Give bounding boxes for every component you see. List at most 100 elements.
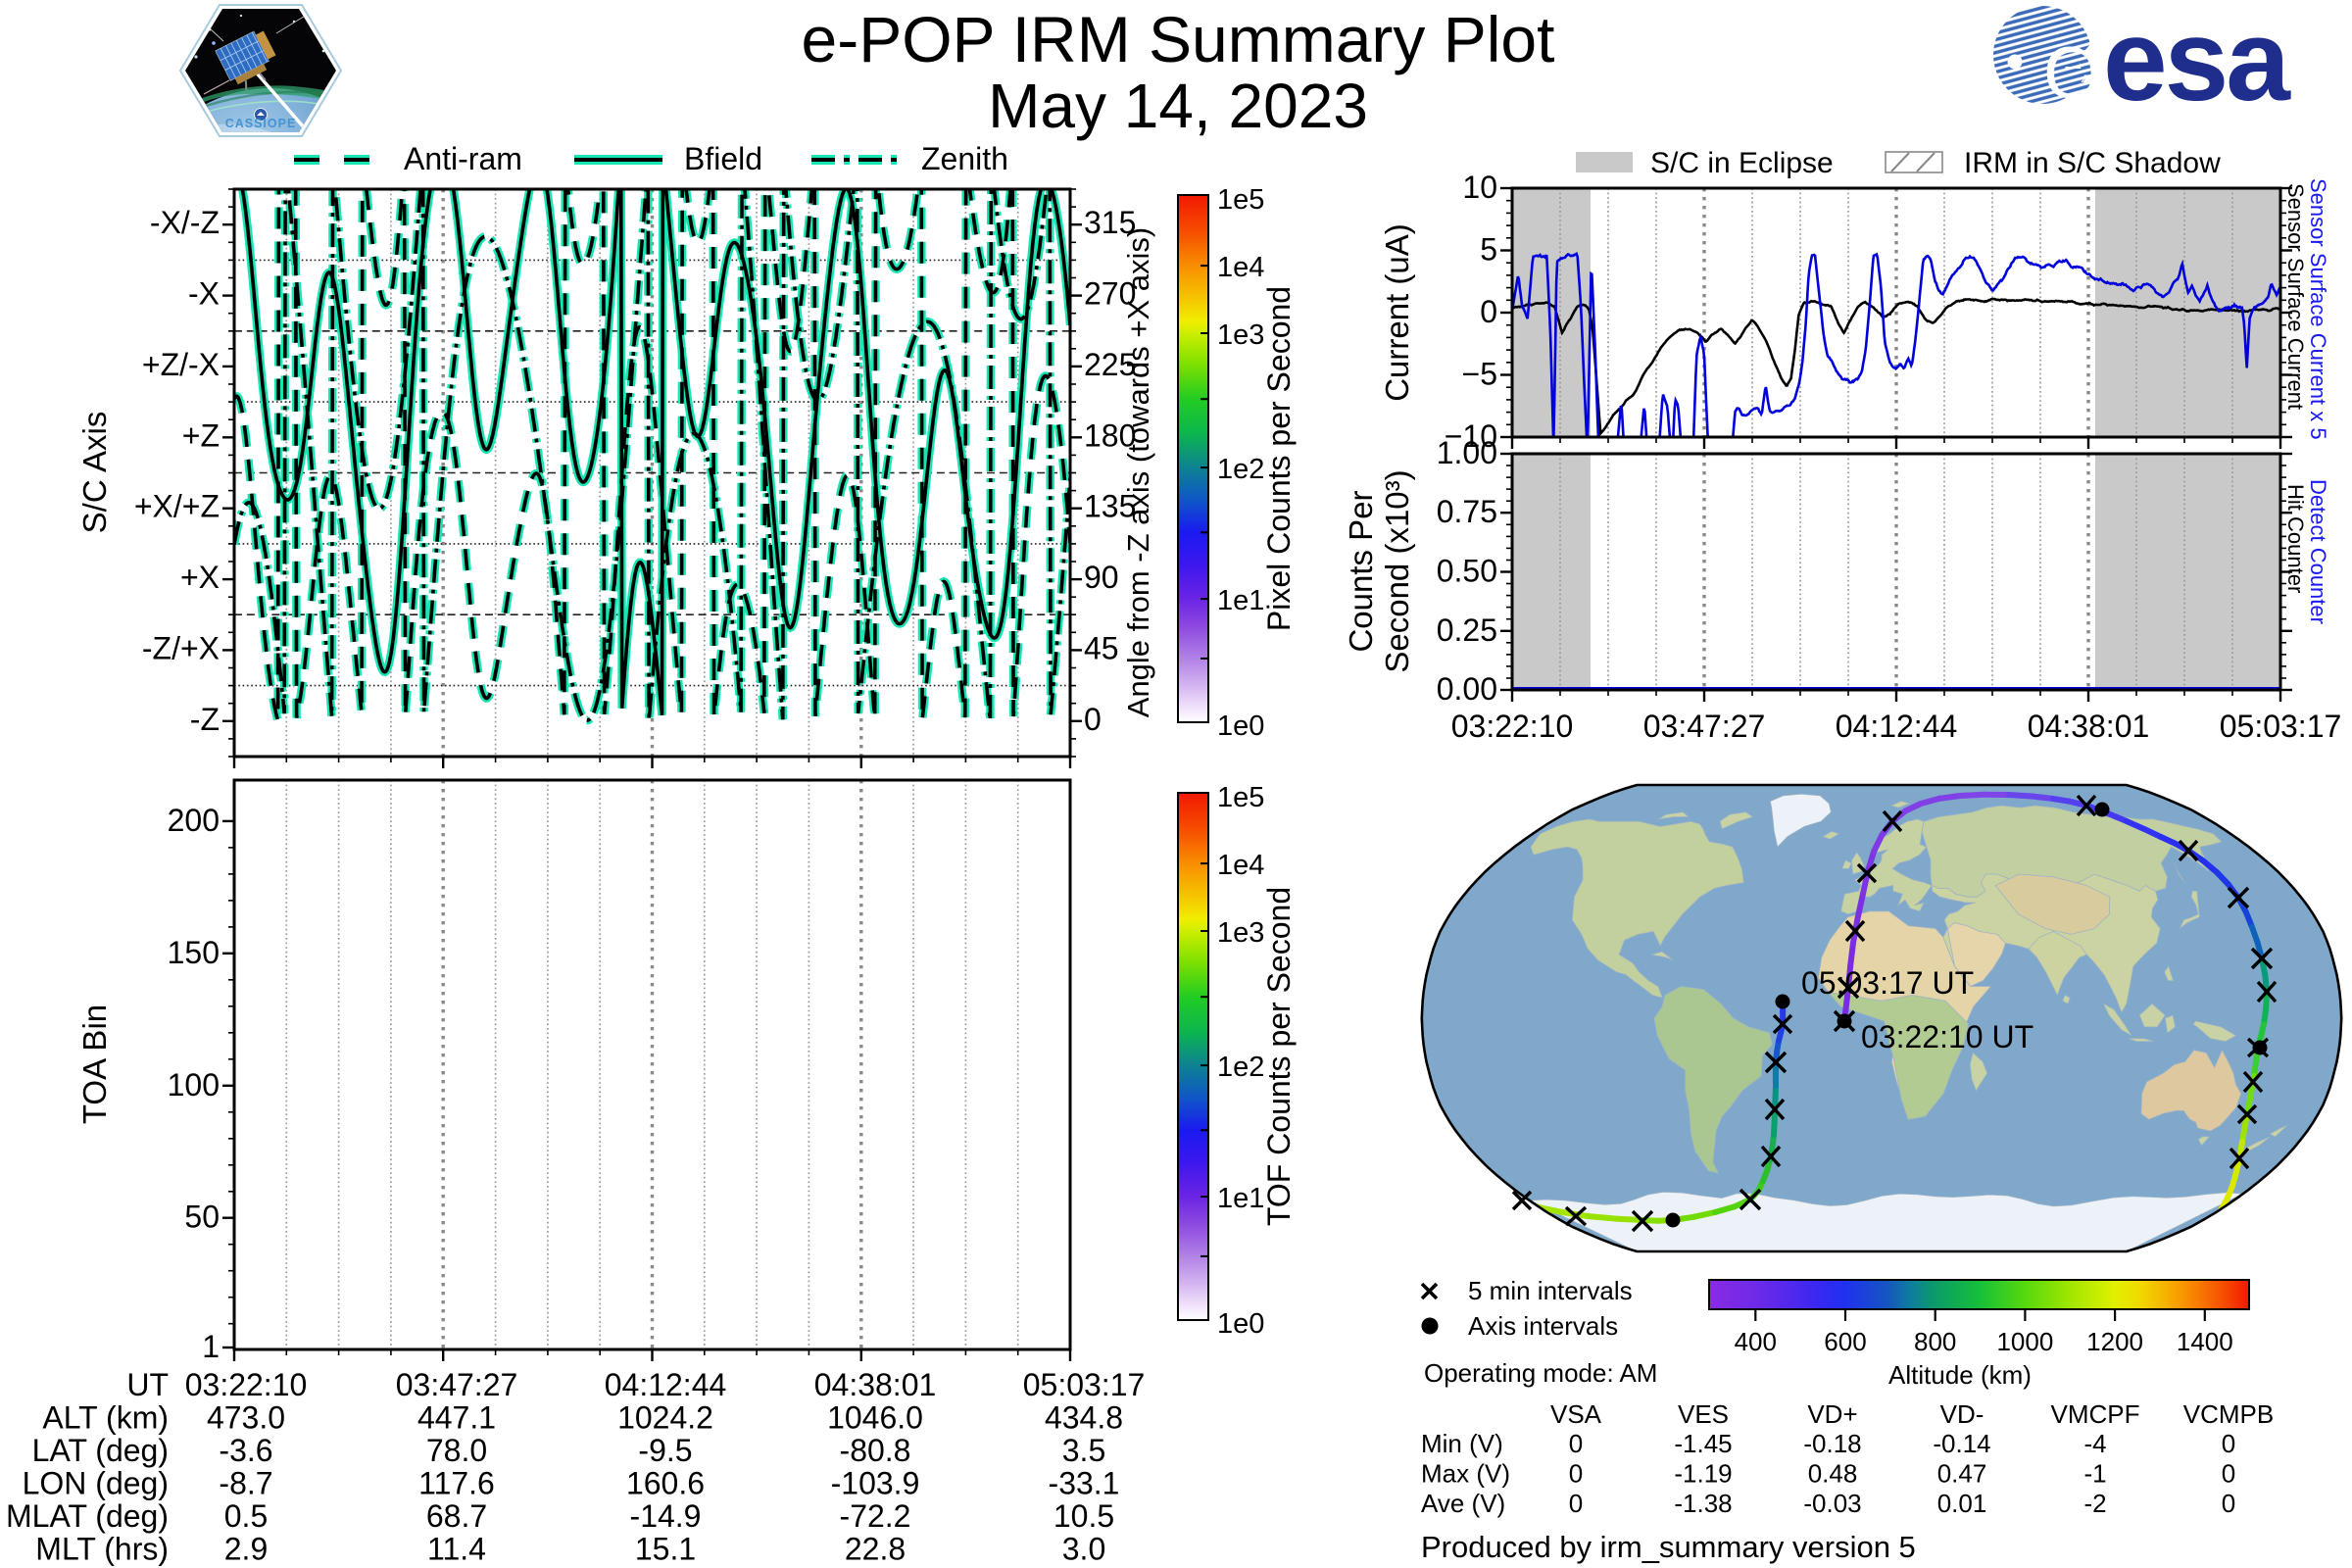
svg-text:1e2: 1e2 (1217, 454, 1264, 485)
svg-text:+X: +X (180, 560, 220, 595)
svg-text:-Z/+X: -Z/+X (142, 630, 220, 665)
svg-text:0: 0 (1569, 1489, 1583, 1518)
svg-text:Sensor Surface Current: Sensor Surface Current (2283, 183, 2308, 410)
svg-text:VD+: VD+ (1807, 1399, 1857, 1429)
svg-text:0: 0 (1569, 1429, 1583, 1458)
svg-text:1e3: 1e3 (1217, 917, 1264, 949)
svg-text:1.00: 1.00 (1437, 435, 1497, 470)
svg-text:1e0: 1e0 (1217, 710, 1264, 742)
svg-text:04:12:44: 04:12:44 (1836, 709, 1958, 744)
svg-text:03:22:10: 03:22:10 (1451, 709, 1574, 744)
svg-text:1046.0: 1046.0 (827, 1400, 923, 1436)
svg-text:-8.7: -8.7 (219, 1466, 272, 1501)
svg-text:1e0: 1e0 (1217, 1308, 1264, 1340)
svg-text:447.1: 447.1 (417, 1400, 496, 1436)
svg-text:LON (deg): LON (deg) (23, 1466, 169, 1501)
svg-text:05:03:17: 05:03:17 (1023, 1367, 1146, 1402)
svg-text:03:22:10: 03:22:10 (185, 1367, 308, 1402)
svg-text:11.4: 11.4 (427, 1532, 486, 1567)
svg-text:Produced by irm_summary versio: Produced by irm_summary version 5 (1421, 1530, 1916, 1564)
svg-text:S/C Axis: S/C Axis (76, 412, 113, 534)
svg-text:04:38:01: 04:38:01 (2028, 709, 2150, 744)
svg-text:04:38:01: 04:38:01 (814, 1367, 937, 1402)
svg-text:-1.45: -1.45 (1674, 1429, 1732, 1458)
svg-text:-103.9: -103.9 (831, 1466, 920, 1501)
svg-text:-14.9: -14.9 (630, 1498, 702, 1534)
svg-text:1200: 1200 (2086, 1327, 2143, 1356)
svg-text:150: 150 (168, 935, 220, 970)
svg-text:VCMPB: VCMPB (2183, 1399, 2274, 1429)
svg-text:-1: -1 (2083, 1459, 2106, 1489)
svg-text:CASSIOPE: CASSIOPE (225, 117, 297, 130)
svg-text:Ave (V): Ave (V) (1421, 1489, 1505, 1518)
svg-text:68.7: 68.7 (426, 1498, 487, 1534)
svg-text:1e5: 1e5 (1217, 184, 1264, 216)
svg-text:1e1: 1e1 (1217, 585, 1264, 616)
svg-text:180: 180 (1084, 417, 1136, 453)
svg-text:-1.38: -1.38 (1674, 1489, 1732, 1518)
svg-text:e: e (2043, 13, 2095, 118)
svg-text:TOA Bin: TOA Bin (76, 1004, 113, 1124)
svg-text:Hit Counter: Hit Counter (2283, 484, 2308, 593)
svg-text:0: 0 (2222, 1489, 2235, 1518)
svg-text:ALT (km): ALT (km) (42, 1400, 169, 1436)
svg-text:0.50: 0.50 (1437, 554, 1497, 589)
svg-text:Anti-ram: Anti-ram (404, 141, 522, 176)
svg-text:-X: -X (188, 276, 220, 312)
svg-text:e: e (2051, 24, 2093, 110)
svg-text:-2: -2 (2083, 1489, 2106, 1518)
svg-text:3.5: 3.5 (1062, 1433, 1105, 1468)
svg-text:1e4: 1e4 (1217, 252, 1264, 283)
svg-text:IRM in S/C Shadow: IRM in S/C Shadow (1964, 147, 2221, 179)
svg-text:0.47: 0.47 (1937, 1459, 1987, 1489)
svg-text:0: 0 (1084, 702, 1102, 737)
svg-text:100: 100 (168, 1067, 220, 1102)
svg-text:1e5: 1e5 (1217, 782, 1264, 813)
svg-text:03:47:27: 03:47:27 (1643, 709, 1766, 744)
svg-text:Min (V): Min (V) (1421, 1429, 1503, 1458)
svg-text:UT: UT (126, 1367, 169, 1402)
svg-text:315: 315 (1084, 205, 1136, 240)
svg-text:-80.8: -80.8 (840, 1433, 911, 1468)
svg-text:-0.14: -0.14 (1933, 1429, 1990, 1458)
svg-text:50: 50 (184, 1200, 220, 1235)
svg-text:Axis intervals: Axis intervals (1468, 1311, 1618, 1341)
svg-text:78.0: 78.0 (426, 1433, 487, 1468)
svg-text:-33.1: -33.1 (1049, 1466, 1120, 1501)
svg-text:-0.18: -0.18 (1803, 1429, 1861, 1458)
svg-text:2.9: 2.9 (224, 1532, 268, 1567)
svg-text:1: 1 (202, 1329, 220, 1364)
svg-text:+Z/-X: +Z/-X (142, 347, 220, 382)
svg-text:10.5: 10.5 (1054, 1498, 1114, 1534)
svg-text:0.5: 0.5 (224, 1498, 268, 1534)
svg-text:04:12:44: 04:12:44 (605, 1367, 727, 1402)
svg-text:90: 90 (1084, 560, 1119, 595)
svg-text:05:03:17: 05:03:17 (2220, 709, 2342, 744)
svg-text:VMCPF: VMCPF (2051, 1399, 2140, 1429)
svg-text:LAT (deg): LAT (deg) (32, 1433, 169, 1468)
svg-text:Counts Per: Counts Per (1343, 490, 1379, 652)
svg-text:S/C in Eclipse: S/C in Eclipse (1650, 147, 1834, 179)
svg-text:15.1: 15.1 (635, 1532, 696, 1567)
svg-text:VD-: VD- (1940, 1399, 1984, 1429)
svg-text:Second (x10³): Second (x10³) (1379, 469, 1415, 672)
svg-text:473.0: 473.0 (207, 1400, 285, 1436)
svg-text:5 min intervals: 5 min intervals (1468, 1276, 1633, 1305)
svg-text:03:47:27: 03:47:27 (396, 1367, 518, 1402)
svg-text:Detect Counter: Detect Counter (2306, 479, 2330, 624)
svg-text:0.75: 0.75 (1437, 494, 1497, 529)
svg-text:0.48: 0.48 (1808, 1459, 1858, 1489)
svg-text:0: 0 (2222, 1459, 2235, 1489)
svg-text:Altitude (km): Altitude (km) (1888, 1360, 2032, 1390)
svg-text:0: 0 (1569, 1459, 1583, 1489)
svg-text:-72.2: -72.2 (840, 1498, 911, 1534)
svg-text:0.01: 0.01 (1937, 1489, 1987, 1518)
svg-text:-X/-Z: -X/-Z (150, 205, 220, 240)
svg-text:600: 600 (1824, 1327, 1866, 1356)
svg-text:Current (uA): Current (uA) (1379, 223, 1415, 402)
svg-text:Pixel Counts per Second: Pixel Counts per Second (1261, 286, 1297, 631)
svg-text:VES: VES (1678, 1399, 1729, 1429)
svg-text:-1.19: -1.19 (1674, 1459, 1732, 1489)
svg-text:5: 5 (1480, 232, 1497, 268)
svg-text:+X/+Z: +X/+Z (134, 489, 220, 524)
